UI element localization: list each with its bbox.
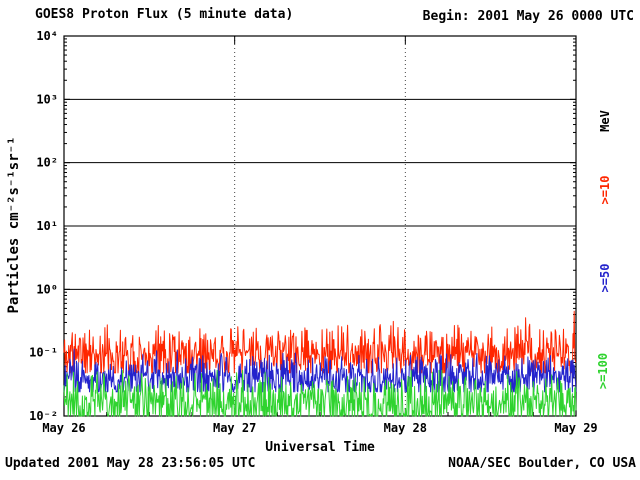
y-axis-label: Particles cm⁻²s⁻¹sr⁻¹ [6, 136, 22, 314]
x-tick-label: May 28 [384, 421, 427, 435]
series->=100 [63, 369, 577, 417]
series-label-ge100: >=100 [596, 352, 610, 390]
updated-timestamp: Updated 2001 May 28 23:56:05 UTC [5, 456, 256, 471]
source-credit: NOAA/SEC Boulder, CO USA [448, 456, 636, 471]
y-tick-label: 10⁻² [29, 409, 58, 423]
x-tick-label: May 29 [554, 421, 597, 435]
x-tick-label: May 27 [213, 421, 256, 435]
series-label-ge50: >=50 [598, 263, 612, 293]
y-tick-label: 10⁰ [36, 282, 58, 296]
y-tick-label: 10⁴ [36, 29, 58, 43]
chart-title: GOES8 Proton Flux (5 minute data) [35, 7, 294, 22]
series-label-ge10: >=10 [598, 175, 612, 205]
y-tick-label: 10² [36, 156, 58, 170]
x-axis-label: Universal Time [265, 440, 375, 455]
plot-frame [63, 35, 577, 417]
y-tick-label: 10³ [36, 92, 58, 106]
x-tick-label: May 26 [42, 421, 85, 435]
y-tick-label: 10⁻¹ [29, 346, 58, 360]
begin-time-label: Begin: 2001 May 26 0000 UTC [422, 9, 634, 24]
y-tick-label: 10¹ [36, 219, 58, 233]
